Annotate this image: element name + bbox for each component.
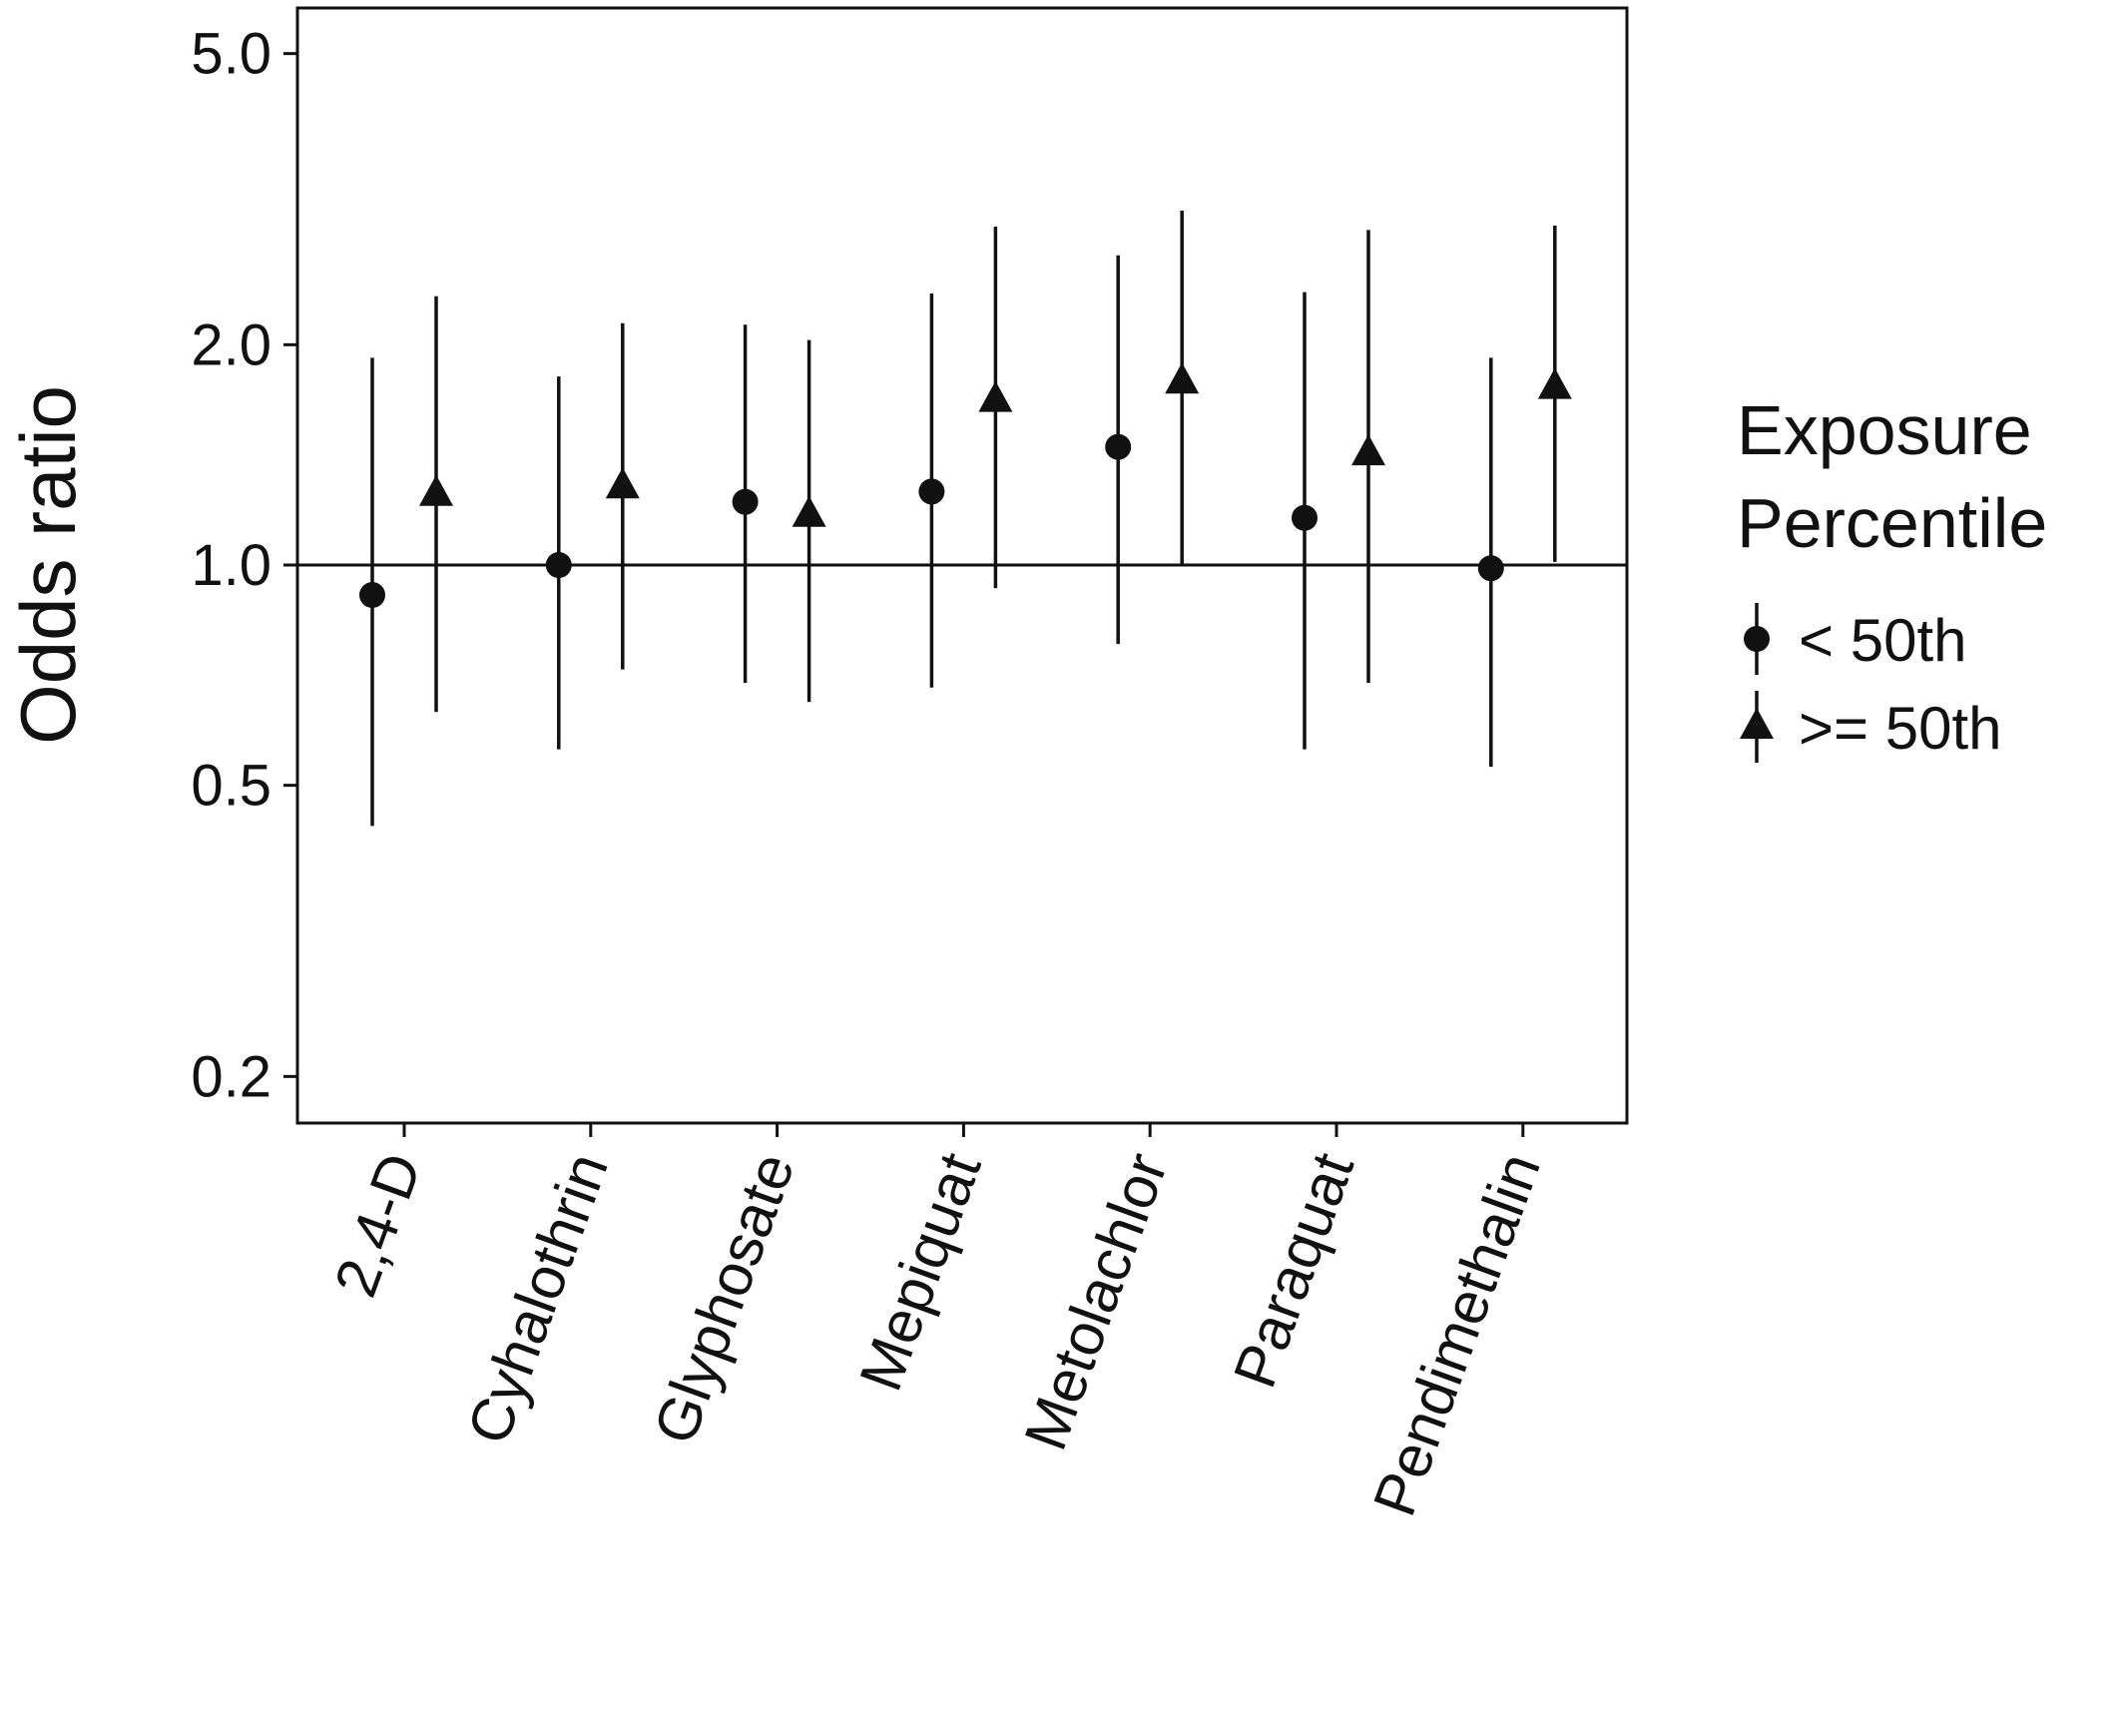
plot-layer xyxy=(297,211,1627,827)
data-point-triangle xyxy=(1537,367,1572,399)
legend: Exposure Percentile < 50th >= 50th xyxy=(1737,391,2047,763)
legend-entry-label: >= 50th xyxy=(1799,695,2002,762)
data-point-circle xyxy=(1292,504,1318,531)
y-tick-label: 0.5 xyxy=(191,754,271,819)
data-point-circle xyxy=(545,552,572,578)
y-tick-label: 1.0 xyxy=(191,533,271,598)
legend-title-line: Percentile xyxy=(1737,484,2047,562)
legend-entry-label: < 50th xyxy=(1799,607,1967,674)
data-point-triangle xyxy=(1351,434,1385,466)
data-point-circle xyxy=(732,488,759,515)
data-point-triangle xyxy=(419,474,453,506)
data-point-circle xyxy=(359,582,385,609)
y-tick-label: 0.2 xyxy=(191,1044,271,1109)
data-point-triangle xyxy=(978,380,1013,412)
data-point-circle xyxy=(1105,433,1132,460)
data-point-circle xyxy=(918,478,945,505)
data-point-circle xyxy=(1477,555,1504,582)
data-point-triangle xyxy=(605,467,640,499)
legend-title-line: Exposure xyxy=(1737,391,2032,469)
data-point-triangle xyxy=(792,495,826,527)
legend-key-circle xyxy=(1744,626,1770,652)
data-point-triangle xyxy=(1165,362,1200,394)
y-tick-label: 5.0 xyxy=(191,22,271,87)
y-axis-title: Odds ratio xyxy=(4,385,92,745)
y-tick-label: 2.0 xyxy=(191,312,271,377)
legend-key-triangle xyxy=(1740,708,1774,739)
